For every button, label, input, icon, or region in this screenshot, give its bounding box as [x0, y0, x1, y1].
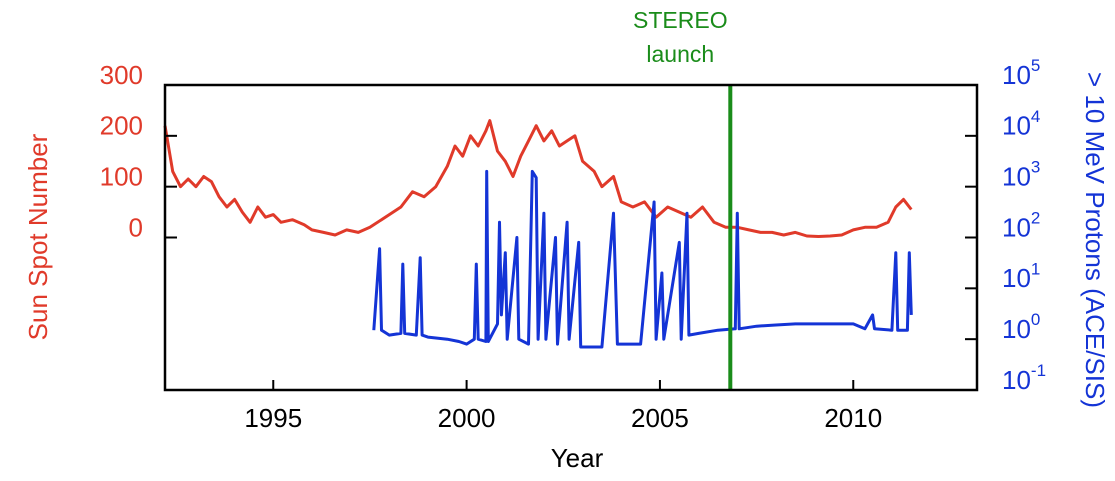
y2-tick-label: 103 [1002, 158, 1040, 191]
y-tick-label: 300 [100, 60, 143, 90]
y2-tick-exponent: 0 [1031, 311, 1040, 330]
y-tick-label: 200 [100, 111, 143, 141]
y-tick-label: 100 [100, 162, 143, 192]
x-axis-label: Year [551, 443, 604, 473]
y2-tick-exponent: 4 [1031, 107, 1040, 126]
data-line [163, 119, 913, 238]
annotation-text: STEREO [633, 7, 728, 33]
y2-tick-exponent: 3 [1031, 158, 1040, 177]
y2-tick-label: 104 [1002, 107, 1040, 140]
data-line [372, 169, 913, 349]
x-tick-label: 2010 [824, 403, 882, 433]
y2-tick-label: 100 [1002, 311, 1040, 344]
y-axis-label: Sun Spot Number [23, 133, 53, 340]
y2-tick-label: 102 [1002, 209, 1040, 242]
y-tick-label: 0 [129, 212, 143, 242]
annotation-text: launch [646, 41, 714, 67]
y2-tick-exponent: 5 [1031, 56, 1040, 75]
x-tick-label: 1995 [244, 403, 302, 433]
x-tick-label: 2000 [438, 403, 496, 433]
y2-tick-exponent: -1 [1031, 361, 1046, 380]
y2-tick-label: 105 [1002, 56, 1040, 89]
y2-axis-label: > 10 MeV Protons (ACE/SIS) [1080, 72, 1110, 408]
y2-tick-exponent: 2 [1031, 209, 1040, 228]
y2-tick-exponent: 1 [1031, 260, 1040, 279]
plot-frame [163, 83, 979, 392]
x-tick-label: 2005 [631, 403, 689, 433]
y2-tick-label: 101 [1002, 260, 1040, 293]
y2-tick-label: 10-1 [1002, 361, 1046, 394]
